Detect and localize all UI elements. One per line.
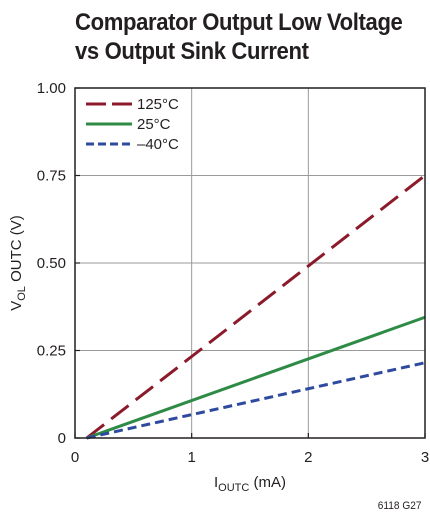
x-tick-label: 0 [71,449,79,466]
grid-layer [75,88,425,438]
x-axis-label: IOUTC (mA) [214,474,286,494]
y-tick-label: 0.25 [37,343,66,360]
x-axis-label-main: I [214,474,218,491]
y-tick-label: 0 [58,430,66,447]
series-layer [85,174,426,440]
x-tick-label: 2 [304,449,312,466]
y-tick-label: 0.75 [37,168,66,185]
legend-label: 25°C [137,116,171,133]
y-axis-label: VOL OUTC (V) [8,215,28,311]
legend: 125°C 25°C –40°C [86,96,179,153]
series-line-125c [85,174,426,440]
y-tick-label: 0.50 [37,255,66,272]
y-axis-label-sub: OL [16,286,28,301]
y-tick-label: 1.00 [37,80,66,97]
series-line-minus40c [86,361,426,440]
y-axis-label-main: V [8,301,25,311]
x-axis-label-unit: (mA) [249,474,286,491]
ticks-layer: 0 1 2 3 0 0.25 0.50 0.75 1.00 [37,80,429,466]
series-line-25c [86,315,426,440]
chart-title-line-2: vs Output Sink Current [75,38,309,65]
x-tick-label: 1 [187,449,195,466]
legend-label: 125°C [137,96,179,113]
legend-label: –40°C [137,136,179,153]
figure-id: 6118 G27 [378,500,422,512]
x-axis-label-sub: OUTC [218,482,249,494]
chart-title-line-1: Comparator Output Low Voltage [75,9,403,36]
chart-title: Comparator Output Low Voltage vs Output … [75,8,403,66]
x-tick-label: 3 [421,449,429,466]
y-axis-label-rest: OUTC (V) [8,215,25,286]
